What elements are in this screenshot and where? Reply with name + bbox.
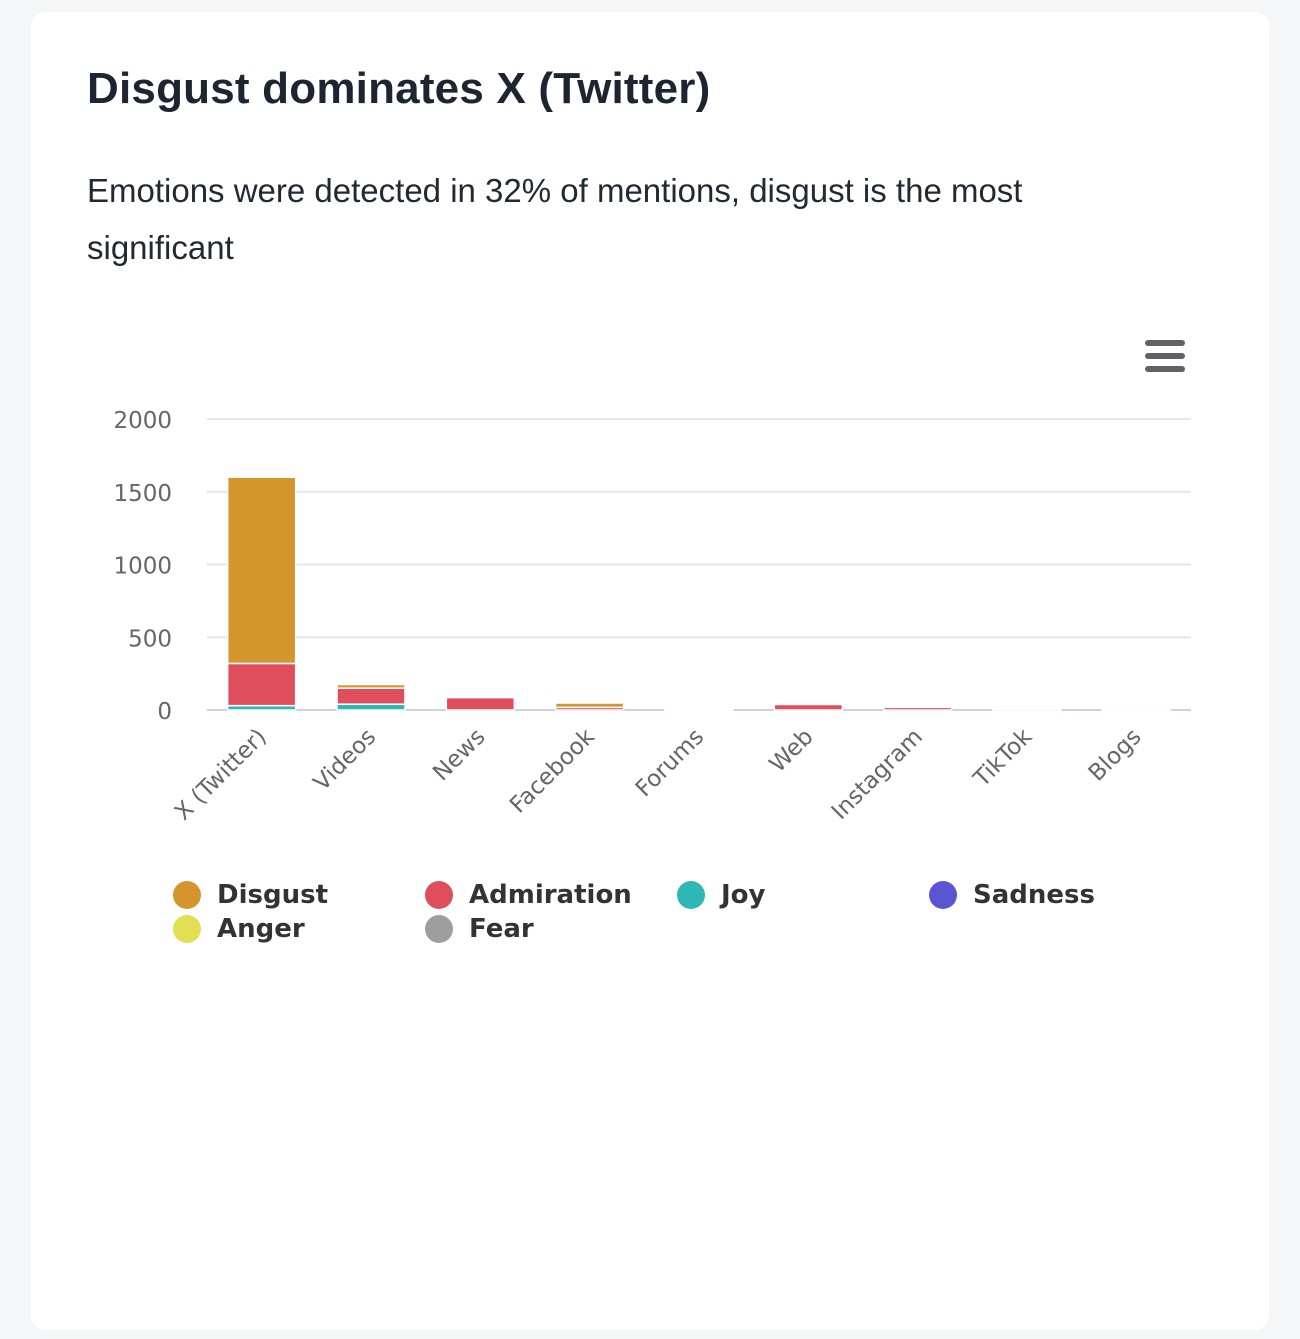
y-tick-label: 0 — [157, 699, 172, 725]
emotions-stacked-bar-chart: 0 500 1000 1500 2000 X (Twitter) Videos News Fa… — [113, 408, 1191, 826]
legend-label: Sadness — [973, 880, 1095, 910]
bar-segment[interactable] — [226, 476, 297, 665]
card-subtitle: Emotions were detected in 32% of mention… — [87, 172, 1023, 266]
bar-segment[interactable] — [882, 706, 953, 711]
x-tick-label: X (Twitter) — [170, 724, 272, 826]
y-tick-label: 1000 — [113, 554, 172, 580]
legend-marker-icon — [677, 881, 705, 909]
card-title: Disgust dominates X (Twitter) — [87, 64, 711, 113]
bar-segment[interactable] — [992, 708, 1062, 711]
bar-segment[interactable] — [226, 662, 297, 707]
legend-item-sadness[interactable]: Sadness — [929, 878, 1095, 912]
bars — [226, 476, 1172, 712]
bar-segment[interactable] — [1101, 709, 1172, 712]
legend-marker-icon — [173, 881, 201, 909]
bar-segment[interactable] — [445, 696, 516, 711]
y-tick-label: 500 — [128, 626, 172, 652]
x-tick-label: Instagram — [827, 724, 928, 825]
bar-segment[interactable] — [773, 703, 844, 711]
legend-label: Admiration — [469, 880, 632, 910]
legend-marker-icon — [929, 881, 957, 909]
legend-label: Joy — [721, 880, 766, 910]
hamburger-menu-icon[interactable] — [1143, 338, 1187, 374]
x-tick-label: Forums — [631, 724, 709, 802]
legend-item-fear[interactable]: Fear — [425, 912, 534, 946]
x-tick-label: Blogs — [1084, 724, 1147, 787]
bar-segment[interactable] — [554, 702, 625, 709]
legend-item-joy[interactable]: Joy — [677, 878, 765, 912]
legend-label: Fear — [469, 914, 534, 944]
emotions-card: Disgust dominates X (Twitter) Emotions w… — [31, 12, 1269, 1330]
x-tick-label: TikTok — [968, 723, 1037, 792]
legend-label: Disgust — [217, 880, 328, 910]
x-axis-tick-labels: X (Twitter) Videos News Facebook Forums Web In… — [170, 723, 1147, 825]
bar-segment[interactable] — [336, 703, 406, 711]
legend-marker-icon — [425, 915, 453, 943]
y-axis-tick-labels: 0 500 1000 1500 2000 — [113, 408, 172, 725]
legend-marker-icon — [173, 915, 201, 943]
x-tick-label: Videos — [309, 724, 381, 796]
bar-segment[interactable] — [664, 708, 734, 711]
bar-segment[interactable] — [336, 687, 406, 705]
x-tick-label: News — [428, 724, 490, 786]
legend-item-anger[interactable]: Anger — [173, 912, 305, 946]
bar-segment[interactable] — [336, 683, 406, 689]
legend-item-disgust[interactable]: Disgust — [173, 878, 328, 912]
chart-legend: Disgust Admiration Joy Sadness Anger Fear — [173, 878, 1183, 968]
y-tick-label: 2000 — [113, 408, 172, 434]
legend-item-admiration[interactable]: Admiration — [425, 878, 632, 912]
grid-lines — [207, 418, 1191, 711]
y-tick-label: 1500 — [113, 481, 172, 507]
legend-label: Anger — [217, 914, 305, 944]
x-tick-label: Facebook — [505, 723, 600, 818]
legend-marker-icon — [425, 881, 453, 909]
x-tick-label: Web — [765, 724, 819, 778]
